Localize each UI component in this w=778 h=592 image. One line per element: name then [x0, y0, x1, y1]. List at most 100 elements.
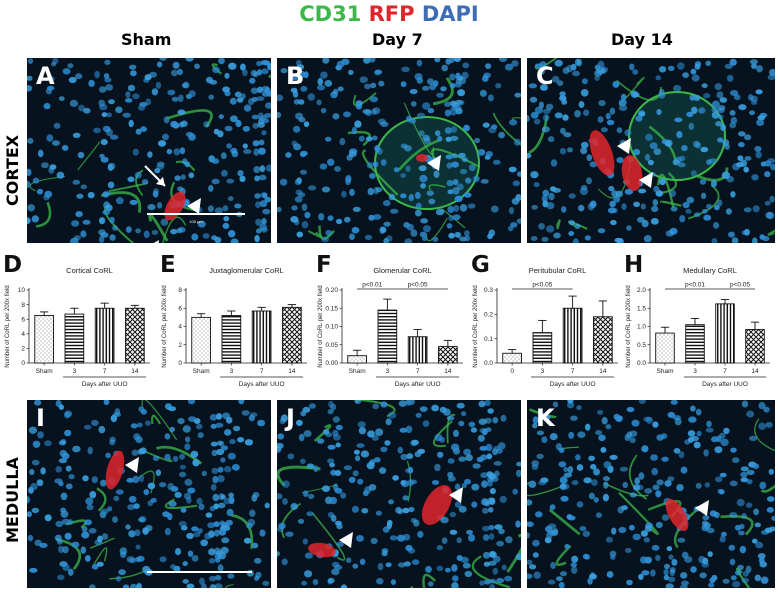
dapi-nucleus	[527, 521, 535, 528]
dapi-nucleus	[140, 126, 147, 132]
dapi-nucleus	[668, 576, 676, 583]
dapi-nucleus	[445, 58, 451, 65]
dapi-nucleus	[98, 236, 105, 243]
dapi-nucleus	[229, 97, 237, 105]
dapi-nucleus	[678, 451, 685, 459]
dapi-nucleus	[690, 170, 697, 177]
dapi-nucleus	[591, 479, 598, 486]
dapi-nucleus	[406, 223, 414, 231]
dapi-nucleus	[31, 459, 40, 466]
dapi-nucleus	[632, 92, 640, 98]
y-tick-label: 0.00	[325, 360, 338, 367]
dapi-nucleus	[167, 513, 173, 521]
dapi-nucleus	[91, 564, 99, 570]
dapi-nucleus	[609, 107, 616, 115]
cd31-vessel	[422, 573, 436, 588]
dapi-nucleus	[210, 484, 217, 491]
dapi-nucleus	[294, 196, 303, 203]
dapi-nucleus	[568, 193, 576, 199]
dapi-nucleus	[609, 454, 618, 460]
dapi-nucleus	[257, 121, 266, 128]
x-tick-label: 7	[416, 368, 420, 375]
dapi-nucleus	[714, 204, 720, 211]
dapi-nucleus	[416, 112, 426, 119]
cd31-vessel	[673, 509, 698, 549]
dapi-nucleus	[562, 114, 569, 121]
dapi-nucleus	[298, 116, 306, 123]
dapi-nucleus	[59, 449, 67, 457]
dapi-nucleus	[197, 432, 204, 439]
dapi-nucleus	[707, 551, 713, 557]
dapi-nucleus	[27, 85, 33, 92]
dapi-nucleus	[375, 69, 383, 75]
dapi-nucleus	[449, 73, 456, 81]
dapi-nucleus	[147, 500, 154, 507]
dapi-nucleus	[533, 571, 541, 579]
dapi-nucleus	[188, 172, 195, 179]
dapi-nucleus	[208, 548, 216, 556]
dapi-nucleus	[176, 186, 184, 192]
dapi-nucleus	[738, 141, 745, 148]
dapi-nucleus	[277, 206, 282, 213]
dapi-nucleus	[80, 184, 87, 190]
dapi-nucleus	[156, 164, 165, 170]
dapi-nucleus	[702, 208, 708, 214]
dapi-nucleus	[720, 438, 729, 447]
dapi-nucleus	[700, 146, 709, 153]
dapi-nucleus	[505, 536, 513, 544]
x-axis-label: Days after UUO	[550, 381, 596, 388]
dapi-nucleus	[665, 230, 674, 237]
dapi-nucleus	[576, 501, 584, 508]
dapi-nucleus	[363, 58, 371, 64]
dapi-nucleus	[425, 565, 432, 573]
dapi-nucleus	[408, 194, 414, 202]
dapi-nucleus	[655, 554, 661, 561]
dapi-nucleus	[126, 477, 135, 483]
x-tick-label: 7	[571, 368, 575, 375]
dapi-nucleus	[41, 162, 49, 169]
dapi-nucleus	[742, 570, 749, 577]
y-tick-label: 0.1	[484, 336, 493, 343]
dapi-nucleus	[255, 218, 262, 226]
dapi-nucleus	[264, 196, 271, 203]
dapi-nucleus	[31, 507, 40, 514]
dapi-nucleus	[376, 578, 384, 585]
dapi-nucleus	[201, 583, 207, 588]
dapi-nucleus	[392, 475, 399, 481]
dapi-nucleus	[80, 230, 87, 238]
dapi-nucleus	[665, 583, 674, 588]
dapi-nucleus	[467, 203, 476, 209]
dapi-nucleus	[664, 480, 672, 487]
dapi-nucleus	[550, 159, 558, 167]
dapi-nucleus	[731, 237, 739, 243]
dapi-nucleus	[348, 151, 357, 158]
dapi-nucleus	[58, 458, 67, 464]
arrowhead-marker	[153, 240, 159, 243]
dapi-nucleus	[770, 163, 775, 171]
dapi-nucleus	[69, 99, 78, 107]
dapi-nucleus	[302, 406, 311, 413]
dapi-nucleus	[252, 542, 259, 549]
dapi-nucleus	[119, 547, 128, 555]
dapi-nucleus	[214, 547, 221, 555]
dapi-nucleus	[730, 447, 737, 453]
dapi-nucleus	[147, 151, 153, 158]
dapi-nucleus	[118, 569, 126, 576]
dapi-nucleus	[325, 229, 332, 236]
dapi-nucleus	[531, 464, 539, 470]
dapi-nucleus	[124, 98, 133, 103]
cd31-vessel	[430, 148, 481, 168]
dapi-nucleus	[97, 535, 103, 543]
dapi-nucleus	[380, 159, 387, 166]
dapi-nucleus	[435, 208, 445, 216]
dapi-nucleus	[664, 140, 671, 147]
dapi-nucleus	[740, 471, 748, 478]
dapi-nucleus	[82, 475, 89, 482]
dapi-nucleus	[586, 154, 593, 162]
dapi-nucleus	[670, 206, 678, 212]
dapi-nucleus	[217, 502, 226, 509]
dapi-nucleus	[139, 516, 147, 523]
dapi-nucleus	[533, 118, 541, 125]
dapi-nucleus	[359, 558, 366, 565]
dapi-nucleus	[428, 581, 434, 587]
